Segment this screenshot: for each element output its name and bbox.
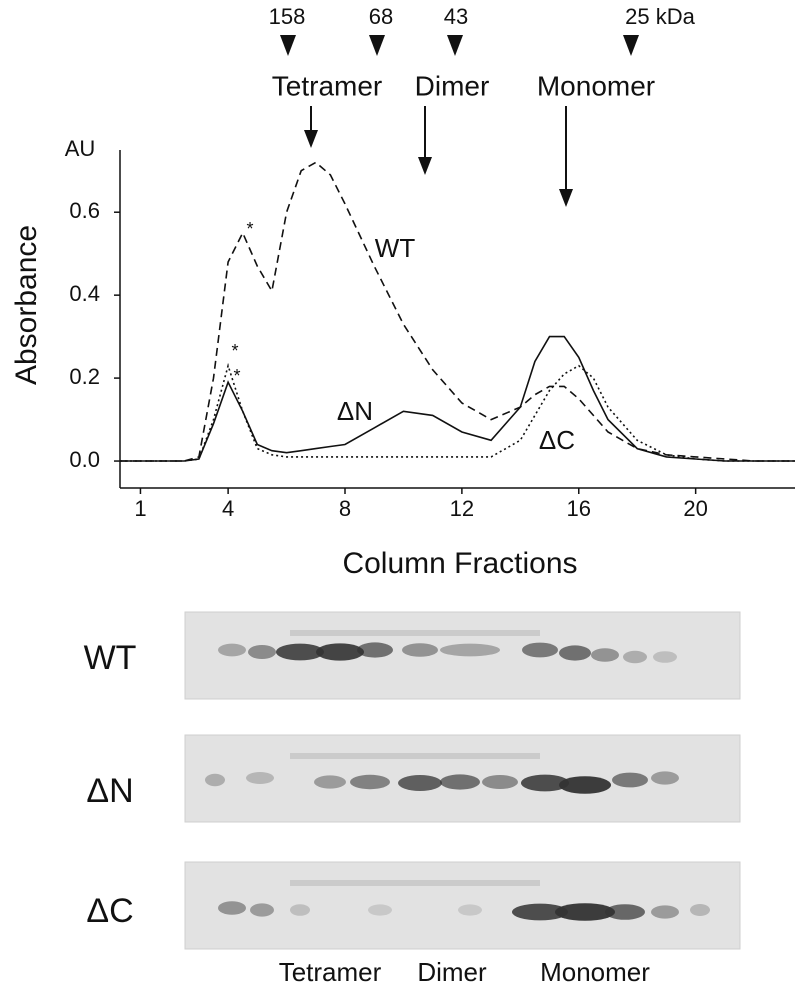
gel-band [591,648,619,662]
gel-band [612,772,648,788]
gel-band [651,771,679,785]
y-tick-label: 0.6 [69,198,100,223]
gel-band [512,903,568,921]
gel-band [368,904,392,916]
gel-lane-label: WT [84,639,137,677]
gel-band [458,904,482,916]
gel-band [559,645,591,661]
species-arrow-head [304,130,318,148]
species-marker-label: Monomer [537,70,655,101]
gel-band [218,643,246,657]
gel-upper-bands [290,630,540,636]
gel-band [440,774,480,790]
gel-image [184,861,741,950]
species-marker-label: Dimer [415,70,490,101]
peak-mark: * [246,219,253,239]
gel-band [248,645,276,659]
gel-band [555,903,615,921]
gel-band [290,904,310,916]
gel-band [653,651,677,663]
x-tick-label: 8 [339,496,351,521]
peak-mark: * [233,366,240,386]
gel-upper-bands [290,880,540,886]
gel-band [651,905,679,919]
size-marker-label: 43 [444,4,468,29]
species-arrow-head [418,157,432,175]
y-axis-label: Absorbance [10,225,43,385]
gel-band [521,774,569,792]
size-marker-label: 25 kDa [625,4,695,29]
gel-band [316,643,364,661]
peak-mark: * [231,341,238,361]
gel-band [398,775,442,791]
gel-bottom-label: Dimer [417,957,487,987]
gel-band [440,643,500,657]
y-unit: AU [65,136,96,161]
y-tick-label: 0.4 [69,281,100,306]
series-label: ΔN [337,396,373,426]
x-tick-label: 4 [222,496,234,521]
gel-band [482,775,518,789]
gel-band [623,650,647,664]
x-tick-label: 16 [567,496,591,521]
size-marker-arrow [447,35,463,56]
series-label: WT [375,233,416,263]
y-tick-label: 0.2 [69,364,100,389]
gel-band [246,772,274,784]
x-tick-label: 1 [134,496,146,521]
gel-band [522,642,558,658]
gel-bottom-label: Tetramer [279,957,382,987]
size-marker-arrow [623,35,639,56]
size-marker-arrow [280,35,296,56]
gel-band [205,773,225,787]
gel-band [559,776,611,794]
gel-lane-label: ΔN [86,772,133,810]
x-tick-label: 12 [450,496,474,521]
series-line [120,362,795,462]
gel-band [690,904,710,916]
gel-upper-bands [290,753,540,759]
gel-band [218,901,246,915]
size-marker-label: 158 [269,4,306,29]
gel-band [357,642,393,658]
species-arrow-head [559,189,573,207]
species-marker-label: Tetramer [272,70,382,101]
x-axis-label: Column Fractions [342,547,577,580]
size-marker-label: 68 [369,4,393,29]
gel-band [250,903,274,917]
series-line [120,335,795,462]
gel-band [350,774,390,790]
gel-band [402,643,438,657]
gel-band [314,775,346,789]
size-marker-arrow [369,35,385,56]
y-tick-label: 0.0 [69,447,100,472]
gel-bottom-label: Monomer [540,957,650,987]
gel-lane-label: ΔC [86,892,133,930]
series-line [120,161,795,462]
series-label: ΔC [539,425,575,455]
gel-band [605,904,645,920]
gel-image [184,611,741,700]
gel-band [276,643,324,661]
x-tick-label: 20 [683,496,707,521]
